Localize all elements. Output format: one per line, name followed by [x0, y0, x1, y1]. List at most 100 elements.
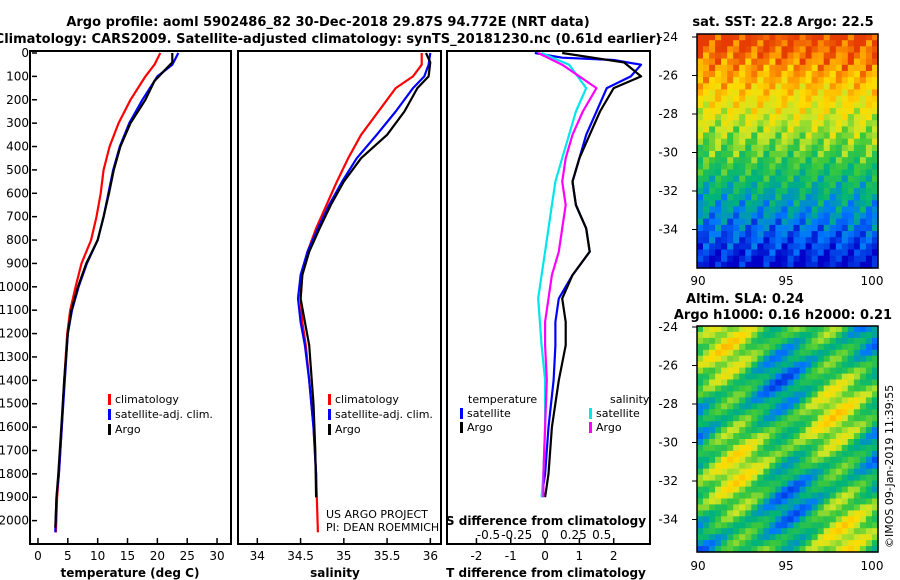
map-cell — [865, 415, 873, 422]
map-cell — [769, 546, 776, 553]
map-cell — [739, 206, 746, 214]
map-cell — [805, 52, 813, 60]
map-cell — [757, 391, 764, 398]
map-cell — [805, 337, 813, 345]
map-cell — [709, 52, 716, 60]
map-cell — [817, 175, 825, 183]
map-cell — [703, 101, 710, 109]
map-cell — [733, 151, 740, 158]
map-cell — [769, 421, 776, 428]
map-cell — [859, 528, 867, 535]
map-cell — [751, 224, 758, 232]
map-cell — [733, 468, 740, 476]
map-cell — [872, 355, 879, 363]
map-cell — [727, 468, 734, 476]
map-cell — [829, 486, 837, 494]
map-cell — [793, 83, 801, 91]
map-cell — [775, 77, 782, 84]
map-cell — [787, 249, 795, 257]
map-cell — [763, 403, 770, 410]
map-cell — [793, 206, 801, 214]
map-cell — [703, 194, 710, 201]
map-cell — [787, 361, 795, 369]
map-cell — [733, 415, 740, 422]
map-cell — [739, 498, 746, 505]
map-cell — [757, 504, 764, 511]
legend-salinity-title: salinity — [610, 393, 650, 406]
map-cell — [793, 415, 801, 422]
map-cell — [751, 218, 758, 226]
map-cell — [781, 474, 789, 482]
map-cell — [781, 157, 789, 164]
map-cell — [715, 34, 722, 41]
map-cell — [769, 474, 776, 482]
map-cell — [805, 101, 813, 109]
map-cell — [829, 107, 837, 115]
map-cell — [872, 456, 879, 464]
map-cell — [823, 474, 831, 482]
map-cell — [769, 397, 776, 404]
map-cell — [715, 187, 722, 195]
map-cell — [769, 200, 776, 208]
map-cell — [829, 237, 837, 244]
map-cell — [775, 187, 782, 195]
map-cell — [721, 144, 728, 152]
map-cell — [859, 403, 867, 410]
map-cell — [781, 95, 789, 103]
map-cell — [709, 450, 716, 458]
map-cell — [865, 522, 873, 529]
map-cell — [769, 249, 776, 257]
map-cell — [781, 40, 789, 47]
map-cell — [823, 510, 831, 517]
map-cell — [859, 101, 867, 109]
map-cell — [763, 107, 770, 115]
map-cell — [769, 107, 776, 115]
map-cell — [799, 456, 807, 464]
map-cell — [769, 70, 776, 78]
map-cell — [799, 480, 807, 488]
map-cell — [733, 89, 740, 97]
map-cell — [739, 444, 746, 452]
difference-xlabel: T difference from climatology — [446, 566, 646, 580]
map-cell — [859, 157, 867, 164]
map-cell — [727, 522, 734, 529]
map-cell — [847, 546, 855, 553]
map-cell — [775, 144, 782, 152]
map-cell — [835, 361, 843, 369]
map-cell — [811, 181, 819, 189]
map-cell — [817, 34, 825, 41]
map-cell — [763, 343, 770, 351]
map-cell — [841, 534, 849, 541]
map-cell — [763, 89, 770, 97]
map-cell — [817, 181, 825, 189]
map-cell — [853, 187, 861, 195]
map-cell — [709, 337, 716, 345]
map-cell — [811, 439, 819, 446]
map-cell — [811, 237, 819, 244]
map-cell — [697, 249, 704, 257]
map-cell — [751, 83, 758, 91]
map-cell — [847, 486, 855, 494]
map-cell — [817, 255, 825, 263]
map-cell — [841, 64, 849, 72]
map-cell — [733, 504, 740, 511]
map-cell — [727, 397, 734, 404]
map-cell — [847, 480, 855, 488]
map-cell — [739, 52, 746, 60]
map-cell — [751, 212, 758, 220]
map-cell — [769, 169, 776, 177]
map-cell — [872, 138, 879, 146]
map-cell — [787, 373, 795, 381]
y-tick-label: 600 — [6, 186, 29, 200]
map-cell — [805, 421, 813, 428]
map-cell — [709, 101, 716, 109]
map-cell — [859, 361, 867, 369]
map-cell — [841, 331, 849, 339]
map-cell — [751, 492, 758, 499]
map-cell — [865, 528, 873, 535]
map-cell — [775, 343, 782, 351]
map-cell — [835, 163, 843, 171]
map-cell — [793, 385, 801, 392]
map-cell — [799, 528, 807, 535]
map-cell — [847, 444, 855, 452]
